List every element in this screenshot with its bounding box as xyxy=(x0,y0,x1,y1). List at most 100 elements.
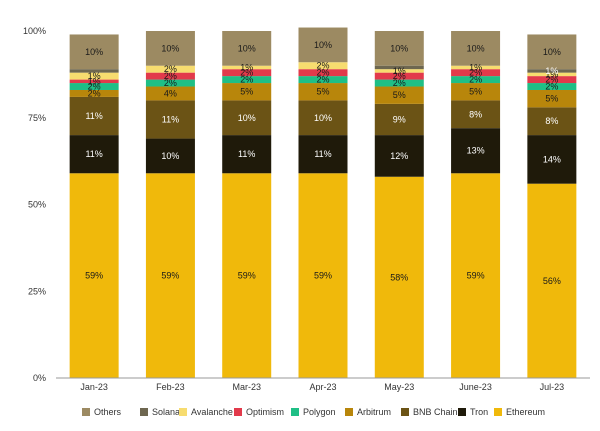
bar-segment xyxy=(69,89,119,97)
bar-segment xyxy=(451,128,501,174)
bar-segment xyxy=(69,79,119,84)
data-label: 1% xyxy=(88,76,101,86)
data-label: 5% xyxy=(545,94,558,104)
bar-segment xyxy=(451,83,501,101)
bar-stack: 59%11%10%5%2%2%1%10% xyxy=(222,31,272,378)
bar-segment xyxy=(145,138,195,174)
data-label: 5% xyxy=(240,87,253,97)
bar-stack: 59%11%10%5%2%2%2%10% xyxy=(298,27,348,378)
bar-segment xyxy=(527,34,577,70)
bar-segment xyxy=(298,83,348,101)
bar-segment xyxy=(374,31,424,66)
legend-swatch xyxy=(82,408,90,416)
data-label: 11% xyxy=(162,114,179,124)
bar-segment xyxy=(222,65,272,70)
x-tick-label: Jul-23 xyxy=(540,382,565,392)
bar-segment xyxy=(298,76,348,84)
data-label: 56% xyxy=(543,276,561,286)
legend-swatch xyxy=(458,408,466,416)
legend-swatch xyxy=(401,408,409,416)
y-tick-label: 25% xyxy=(28,286,46,296)
data-label: 2% xyxy=(240,75,253,85)
data-label: 10% xyxy=(161,43,179,53)
data-label: 12% xyxy=(390,151,408,161)
bar-segment xyxy=(145,79,195,87)
legend-item: Tron xyxy=(458,407,488,417)
data-label: 2% xyxy=(469,75,482,85)
legend-item: Arbitrum xyxy=(345,407,391,417)
data-label: 9% xyxy=(393,114,406,124)
y-axis: 0% 25% 50% 75% 100% xyxy=(23,26,46,383)
bar-segment xyxy=(298,135,348,174)
bar-segment xyxy=(527,183,577,378)
legend-swatch xyxy=(179,408,187,416)
data-label: 5% xyxy=(316,87,329,97)
bar-segment xyxy=(145,31,195,66)
bar-segment xyxy=(374,79,424,87)
legend-item: BNB Chain xyxy=(401,407,458,417)
data-label: 2% xyxy=(316,75,329,85)
data-label: 10% xyxy=(390,43,408,53)
data-label: 2% xyxy=(164,78,177,88)
data-label: 4% xyxy=(164,88,177,98)
bar-segment xyxy=(145,65,195,73)
legend-swatch xyxy=(291,408,299,416)
bar-segment xyxy=(222,76,272,84)
bar-segment xyxy=(527,72,577,77)
legend-label: Polygon xyxy=(303,407,336,417)
legend-label: Solana xyxy=(152,407,180,417)
bar-segment xyxy=(374,69,424,73)
bar-segment xyxy=(527,83,577,90)
bar-segment xyxy=(527,76,577,84)
bar-segment xyxy=(69,34,119,70)
bar-segment xyxy=(451,173,501,378)
bar-segment xyxy=(145,72,195,80)
legend-label: Optimism xyxy=(246,407,284,417)
y-tick-label: 50% xyxy=(28,200,46,210)
data-label: 10% xyxy=(85,47,103,57)
legend-item: Avalanche xyxy=(179,407,233,417)
x-tick-label: Feb-23 xyxy=(156,382,185,392)
bar-stack: 59%13%8%5%2%2%1%10% xyxy=(451,31,501,378)
bar-segment xyxy=(374,65,424,70)
data-label: 1% xyxy=(545,69,558,79)
bar-segment xyxy=(298,62,348,70)
bar-segment xyxy=(222,173,272,378)
bar-stack: 59%11%11%2%2%1%1%10% xyxy=(69,34,119,378)
data-label: 2% xyxy=(240,68,253,78)
y-tick-label: 0% xyxy=(33,373,46,383)
bar-segment xyxy=(69,83,119,90)
data-label: 11% xyxy=(85,149,102,159)
data-label: 2% xyxy=(393,71,406,81)
legend-item: Solana xyxy=(140,407,180,417)
bar-segment xyxy=(527,135,577,184)
plot-area: 59%11%11%2%2%1%1%10%59%10%11%4%2%2%2%10%… xyxy=(69,27,577,378)
bar-segment xyxy=(69,135,119,174)
legend-label: Others xyxy=(94,407,122,417)
bar-segment xyxy=(222,135,272,174)
data-label: 2% xyxy=(88,88,101,98)
data-label: 1% xyxy=(545,66,558,76)
data-label: 13% xyxy=(467,146,485,156)
data-label: 1% xyxy=(393,66,406,76)
bar-segment xyxy=(222,69,272,77)
data-label: 1% xyxy=(88,71,101,81)
bar-segment xyxy=(451,65,501,70)
bar-segment xyxy=(374,72,424,80)
bar-segment xyxy=(145,86,195,101)
x-tick-label: Mar-23 xyxy=(232,382,261,392)
data-label: 1% xyxy=(240,62,253,72)
legend-item: Polygon xyxy=(291,407,336,417)
legend-swatch xyxy=(345,408,353,416)
legend-swatch xyxy=(494,408,502,416)
legend-label: Avalanche xyxy=(191,407,233,417)
data-label: 10% xyxy=(314,113,332,123)
data-label: 10% xyxy=(543,47,561,57)
bar-segment xyxy=(298,27,348,63)
legend-label: Ethereum xyxy=(506,407,545,417)
x-tick-label: Apr-23 xyxy=(309,382,336,392)
bar-segment xyxy=(374,103,424,136)
data-label: 8% xyxy=(469,109,482,119)
bar-segment xyxy=(527,107,577,136)
bar-segment xyxy=(69,69,119,73)
